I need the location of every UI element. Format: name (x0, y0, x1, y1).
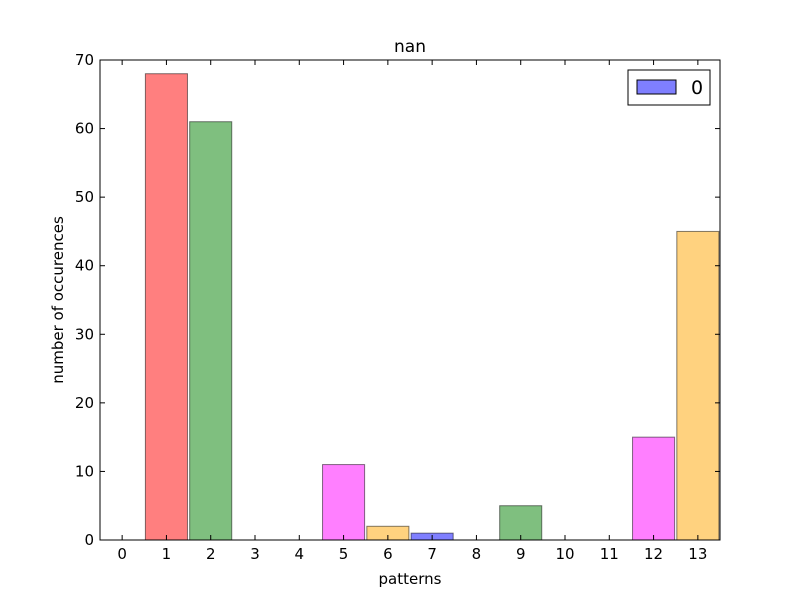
chart-title: nan (394, 37, 426, 57)
y-axis-label: number of occurences (49, 216, 67, 384)
x-tick-label-0: 0 (117, 545, 127, 563)
x-tick-label-12: 12 (644, 545, 663, 563)
x-tick-label-10: 10 (555, 545, 574, 563)
y-tick-label: 40 (75, 257, 94, 275)
y-tick-label: 70 (75, 51, 94, 69)
legend-label: 0 (691, 77, 703, 99)
y-tick-label: 10 (75, 462, 94, 480)
bar-2 (189, 121, 233, 541)
x-tick-label-7: 7 (427, 545, 437, 563)
bar-1 (144, 73, 188, 541)
x-tick-label-13: 13 (688, 545, 707, 563)
bar-5 (322, 464, 366, 541)
x-tick-label-8: 8 (472, 545, 482, 563)
bars-layer (144, 73, 720, 541)
x-tick-label-1: 1 (162, 545, 172, 563)
x-tick-label-3: 3 (250, 545, 260, 563)
y-tick-label: 0 (84, 531, 94, 549)
y-tick-label: 50 (75, 188, 94, 206)
x-tick-label-4: 4 (295, 545, 305, 563)
bar-9 (499, 505, 543, 541)
legend-swatch (636, 79, 677, 95)
x-tick-label-9: 9 (516, 545, 526, 563)
x-axis-ticks: 0 1 2 3 4 5 6 7 8 9 10 11 12 13 (117, 60, 707, 563)
x-tick-label-5: 5 (339, 545, 349, 563)
bar-13 (676, 230, 720, 541)
y-axis-ticks: 0 10 20 30 40 50 60 70 (75, 51, 720, 549)
legend: 0 (627, 69, 711, 106)
y-tick-label: 30 (75, 325, 94, 343)
bar-12 (632, 436, 676, 541)
x-tick-label-11: 11 (600, 545, 619, 563)
y-tick-label: 60 (75, 120, 94, 138)
plot-frame (99, 59, 721, 541)
x-axis-label: patterns (379, 570, 442, 588)
y-tick-label: 20 (75, 394, 94, 412)
x-tick-label-2: 2 (206, 545, 216, 563)
x-tick-label-6: 6 (383, 545, 393, 563)
